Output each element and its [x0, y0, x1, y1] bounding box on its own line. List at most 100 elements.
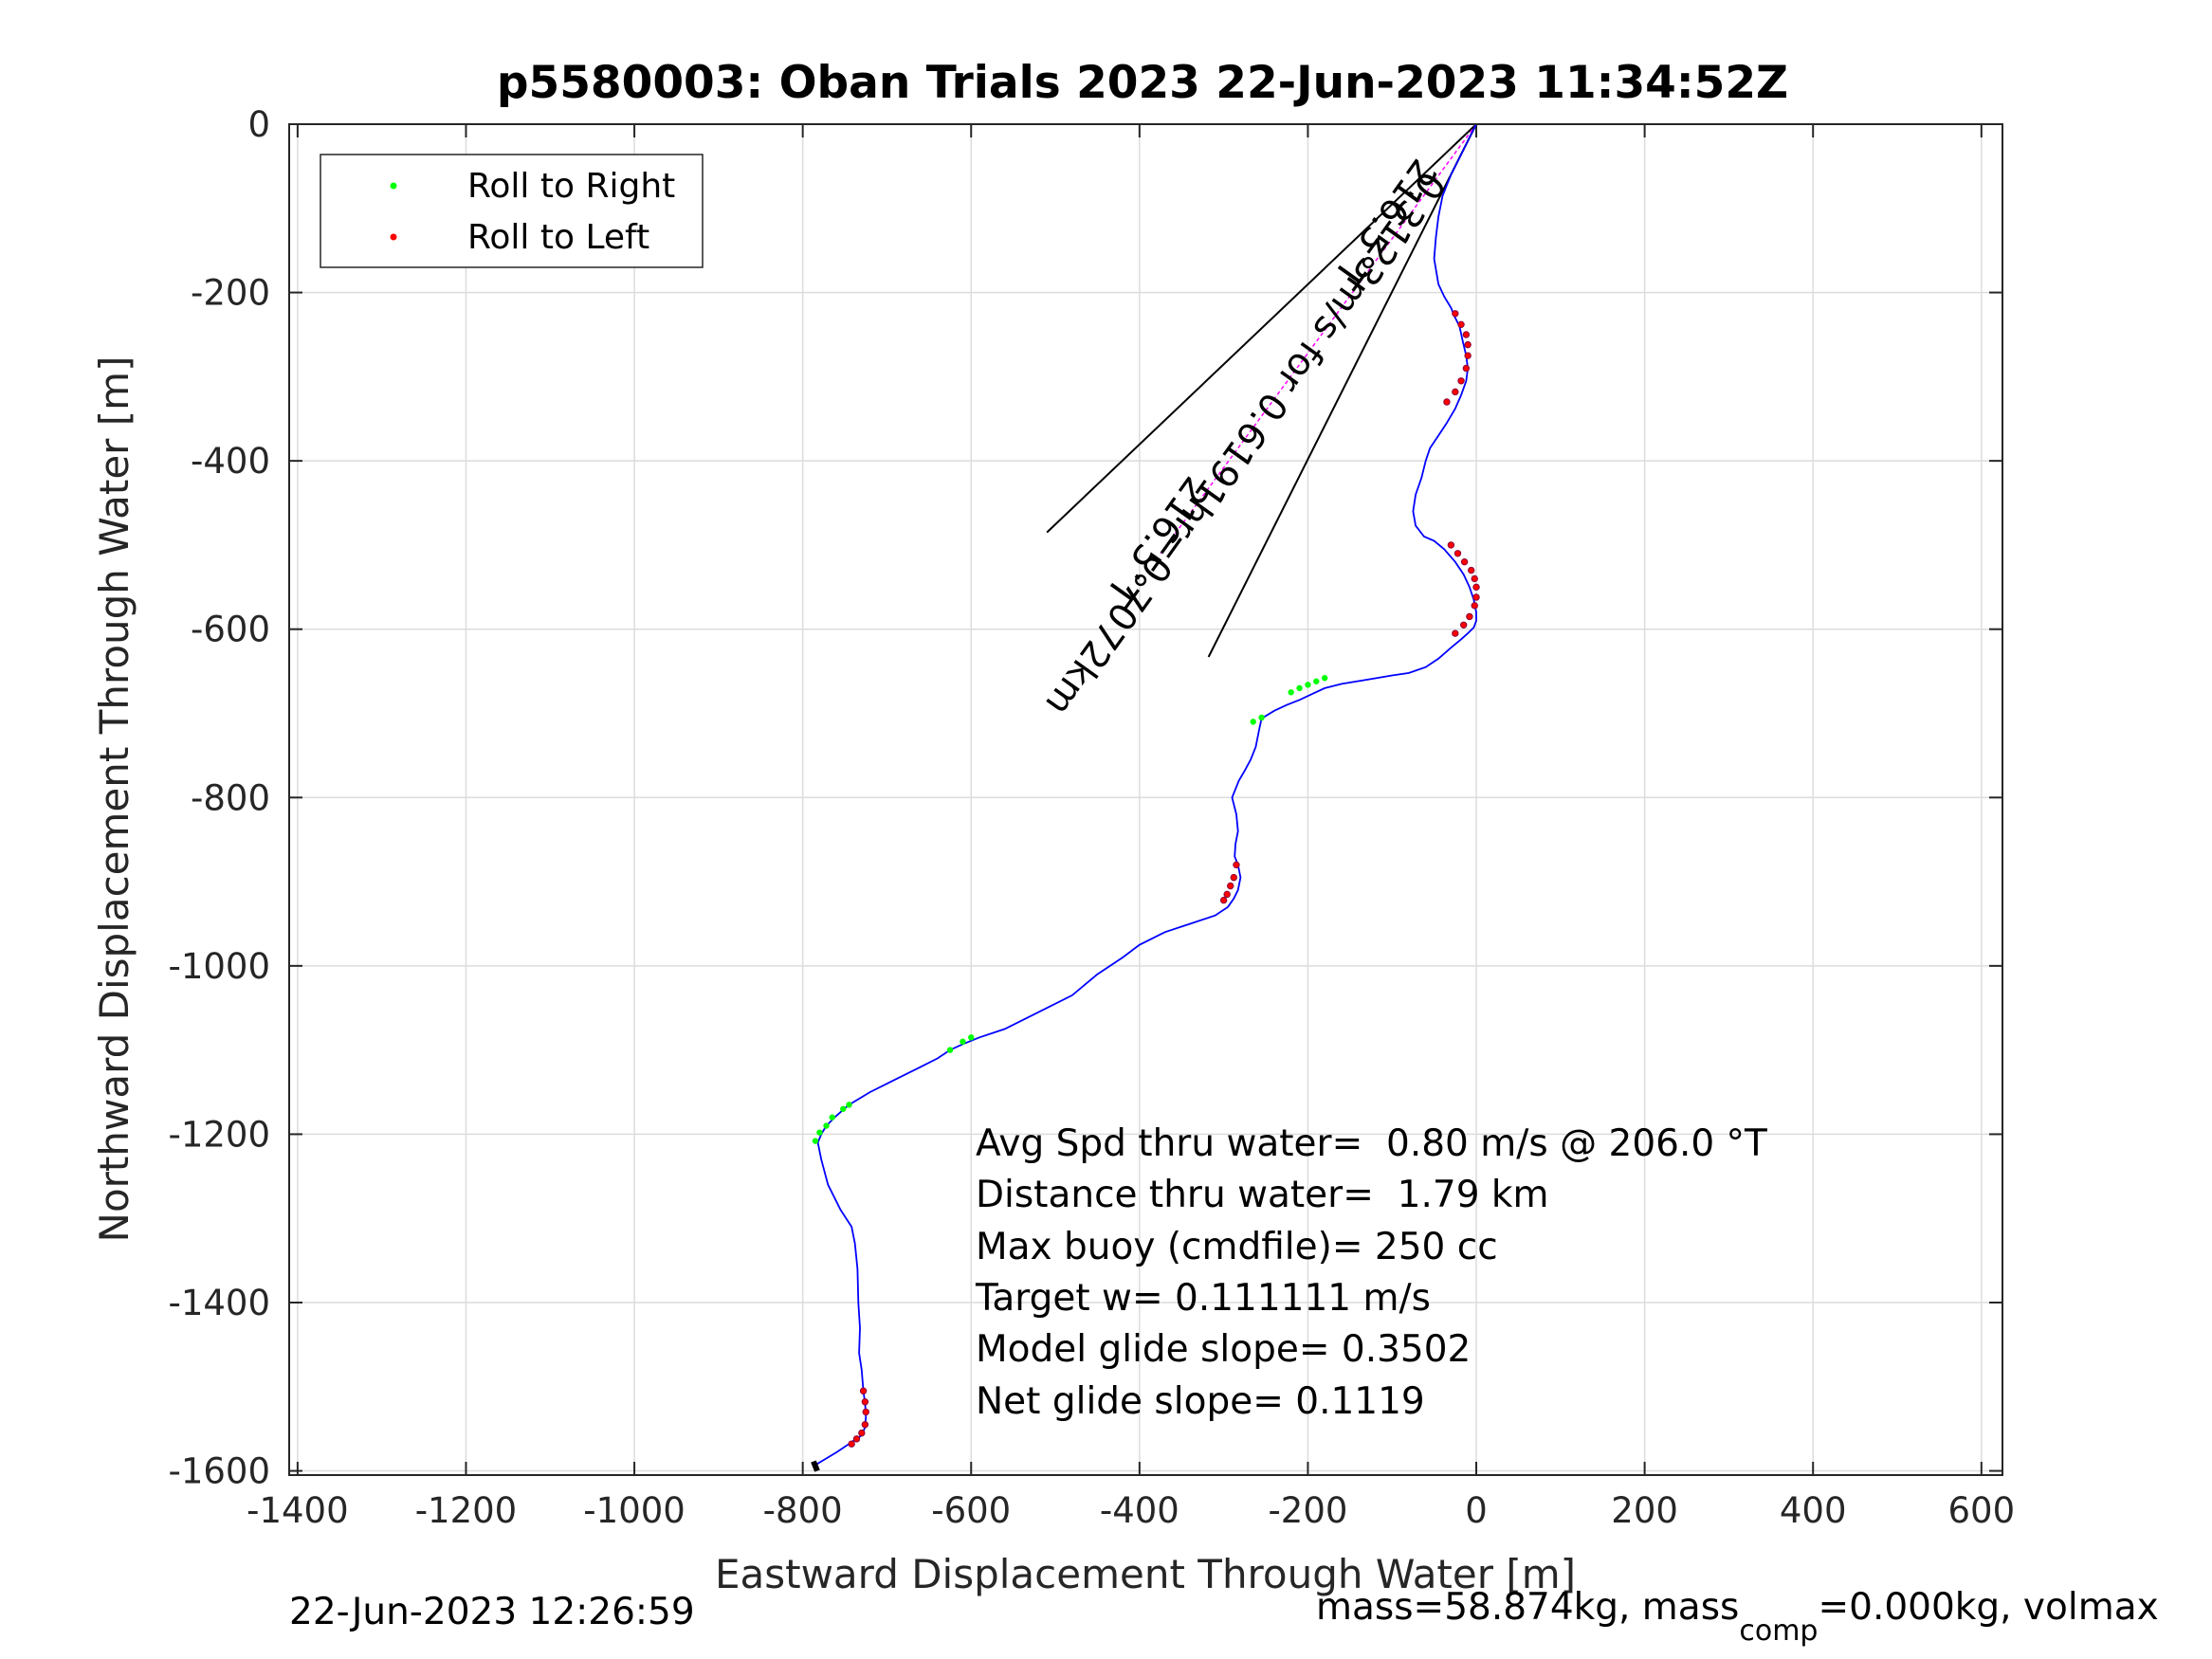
roll-right-point	[1288, 689, 1294, 696]
roll-right-point	[823, 1122, 830, 1129]
roll-left-point	[1472, 583, 1480, 592]
legend-label-roll-right: Roll to Right	[467, 167, 675, 206]
roll-left-point	[1457, 377, 1465, 385]
annotation-model-glide: Model glide slope= 0.3502	[976, 1328, 1471, 1371]
summary-annotations: Avg Spd thru water= 0.80 m/s @ 206.0 °T …	[975, 1122, 1767, 1423]
footer-mass-info: mass=58.874kg, masscomp=0.000kg, volmax	[1316, 1586, 2159, 1648]
roll-left-point	[861, 1421, 869, 1429]
annotation-net-glide: Net glide slope= 0.1119	[976, 1380, 1425, 1423]
roll-right-point	[1321, 675, 1328, 682]
roll-left-point	[852, 1435, 861, 1443]
x-tick-label: -1400	[247, 1490, 349, 1531]
x-tick-label: -1200	[415, 1490, 518, 1531]
roll-left-point	[1223, 890, 1231, 899]
roll-left-point	[1472, 593, 1480, 601]
current-wedge-line	[1046, 123, 1477, 534]
roll-left-point	[1230, 873, 1237, 882]
current-vector-line	[1160, 123, 1477, 555]
y-tick-label: -800	[191, 777, 270, 818]
roll-left-point	[859, 1387, 868, 1395]
roll-right-point	[1258, 714, 1265, 721]
footer-mass-prefix: mass=58.874kg, mass	[1316, 1586, 1739, 1629]
x-tick-label: -800	[763, 1490, 843, 1531]
roll-left-point	[1443, 398, 1451, 406]
y-tick-label: -600	[191, 610, 270, 650]
plot-frame	[288, 123, 2003, 1476]
roll-left-point	[1460, 621, 1468, 629]
roll-left-point	[862, 1408, 869, 1416]
y-tick-label: -1200	[168, 1114, 270, 1155]
roll-left-point	[1219, 896, 1228, 904]
glider-track-line	[814, 123, 1477, 1471]
y-tick-label: 0	[247, 104, 270, 145]
x-tick-label: 600	[1947, 1490, 2015, 1531]
roll-left-point	[1453, 550, 1462, 557]
roll-right-point	[840, 1105, 847, 1112]
footer-timestamp: 22-Jun-2023 12:26:59	[289, 1591, 695, 1633]
annotation-distance: Distance thru water= 1.79 km	[976, 1174, 1548, 1216]
x-tick-label: -400	[1100, 1490, 1179, 1531]
legend-label-roll-left: Roll to Left	[467, 218, 649, 257]
y-tick-label: -1400	[168, 1283, 270, 1323]
roll-right-point	[812, 1138, 819, 1144]
y-tick-label: -400	[191, 441, 270, 482]
y-tick-label: -1000	[168, 946, 270, 987]
tick-labels: -1400 -1200 -1000 -800 -600 -400 -200 0 200 400 60…	[168, 104, 2015, 1531]
roll-right-point	[1296, 684, 1303, 692]
roll-left-point	[858, 1429, 866, 1437]
x-tick-label: -200	[1268, 1490, 1347, 1531]
roll-left-point	[1467, 566, 1475, 574]
roll-left-point	[1447, 541, 1455, 549]
current-wedge-line	[1207, 123, 1477, 658]
roll-left-point	[848, 1440, 855, 1448]
roll-left-point	[1227, 882, 1234, 890]
plot-area	[289, 124, 2002, 1475]
roll-left-point	[1464, 352, 1472, 359]
grid	[289, 123, 2002, 1475]
annotation-max-buoy: Max buoy (cmdfile)= 250 cc	[976, 1226, 1498, 1268]
roll-left-point	[1462, 331, 1471, 338]
roll-right-point	[1250, 719, 1256, 725]
roll-right-point	[846, 1102, 852, 1108]
annotation-target-w: Target w= 0.111111 m/s	[975, 1277, 1431, 1320]
roll-left-point	[1452, 310, 1459, 318]
roll-right-point	[1313, 678, 1320, 684]
roll-left-point	[1471, 574, 1478, 583]
x-tick-label: -1000	[583, 1490, 686, 1531]
roll-right-point	[968, 1034, 975, 1041]
roll-left-point	[861, 1398, 869, 1406]
x-axis-label: Eastward Displacement Through Water [m]	[715, 1551, 1576, 1597]
roll-left-point	[1452, 388, 1459, 396]
roll-right-point	[946, 1047, 954, 1053]
annotation-avg-speed: Avg Spd thru water= 0.80 m/s @ 206.0 °T	[976, 1122, 1767, 1165]
roll-left-point	[1464, 340, 1472, 349]
y-tick-label: -200	[191, 273, 270, 314]
x-tick-label: -600	[931, 1490, 1011, 1531]
roll-left-point	[1233, 861, 1240, 869]
x-tick-label: 0	[1465, 1490, 1488, 1531]
x-tick-label: 400	[1780, 1490, 1847, 1531]
x-tick-label: 200	[1611, 1490, 1678, 1531]
plot-content	[811, 123, 1480, 1472]
legend-box	[320, 154, 704, 268]
roll-right-point	[829, 1114, 835, 1121]
roll-left-point	[1462, 364, 1471, 373]
legend-marker-roll-left	[390, 233, 397, 241]
legend-marker-roll-right	[390, 182, 397, 190]
roll-right-point	[816, 1129, 823, 1136]
footer-mass-suffix: =0.000kg, volmax	[1818, 1586, 2158, 1629]
chart-title: p5580003: Oban Trials 2023 22-Jun-2023 1…	[497, 57, 1788, 109]
roll-left-point	[1460, 557, 1469, 566]
footer-mass-subscript: comp	[1739, 1614, 1818, 1648]
roll-left-point	[1452, 629, 1459, 637]
roll-left-point	[1466, 612, 1473, 621]
roll-left-point	[1471, 602, 1478, 610]
legend: Roll to Right Roll to Left	[320, 154, 704, 268]
roll-right-point	[960, 1038, 966, 1045]
roll-right-point	[1305, 682, 1311, 688]
roll-left-point	[1457, 320, 1465, 329]
y-axis-label: Northward Displacement Through Water [m]	[91, 356, 137, 1243]
y-tick-label: -1600	[168, 1451, 270, 1492]
track-end-marker	[811, 1460, 820, 1472]
